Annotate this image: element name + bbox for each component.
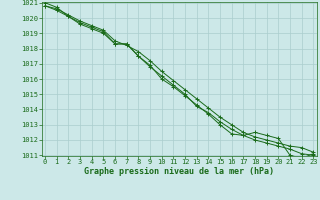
X-axis label: Graphe pression niveau de la mer (hPa): Graphe pression niveau de la mer (hPa) [84,167,274,176]
